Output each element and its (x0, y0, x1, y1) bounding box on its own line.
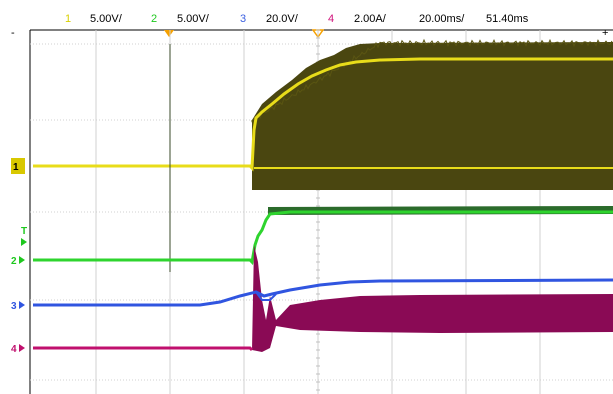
ch3-dip (255, 291, 277, 301)
ch3-scale: 20.0V/ (266, 13, 299, 25)
ch4-scale: 2.00A/ (354, 13, 387, 25)
minus-sign: - (11, 27, 15, 39)
channel-markers: 1 T 2 3 4 (11, 158, 27, 355)
ch2-ground-label: 2 (11, 256, 17, 267)
ch4-trace (33, 346, 254, 352)
ch1-ground-label: 1 (13, 162, 19, 173)
header-bar: 1 5.00V/ 2 5.00V/ 3 20.0V/ 4 2.00A/ 20.0… (11, 13, 613, 39)
waveforms (33, 38, 613, 352)
ch4-envelope (252, 245, 613, 352)
ch1-number: 1 (65, 13, 71, 25)
ch2-number: 2 (151, 13, 157, 25)
trigger-level-label: T (21, 226, 27, 237)
ch1-ground-marker[interactable] (11, 158, 25, 174)
ch2-ground-marker[interactable] (19, 256, 25, 264)
ch1-scale: 5.00V/ (90, 13, 123, 25)
ch4-ground-label: 4 (11, 344, 17, 355)
ch4-number: 4 (328, 13, 334, 25)
trigger-level-marker[interactable] (21, 238, 27, 246)
plus-sign: + (602, 27, 608, 39)
ch2-scale: 5.00V/ (177, 13, 210, 25)
ch2-trace (33, 210, 613, 266)
ch1-envelope-top-noise (251, 38, 613, 123)
ch3-trace (33, 278, 613, 307)
ch3-ground-label: 3 (11, 301, 17, 312)
ch4-ground-marker[interactable] (19, 344, 25, 352)
trigger-position-marker[interactable] (164, 30, 174, 37)
ch1-trace (33, 57, 613, 172)
timebase-readout: 20.00ms/ (419, 13, 465, 25)
ch3-number: 3 (240, 13, 246, 25)
ch3-ground-marker[interactable] (19, 301, 25, 309)
delay-readout: 51.40ms (486, 13, 529, 25)
ch1-envelope (252, 42, 613, 190)
